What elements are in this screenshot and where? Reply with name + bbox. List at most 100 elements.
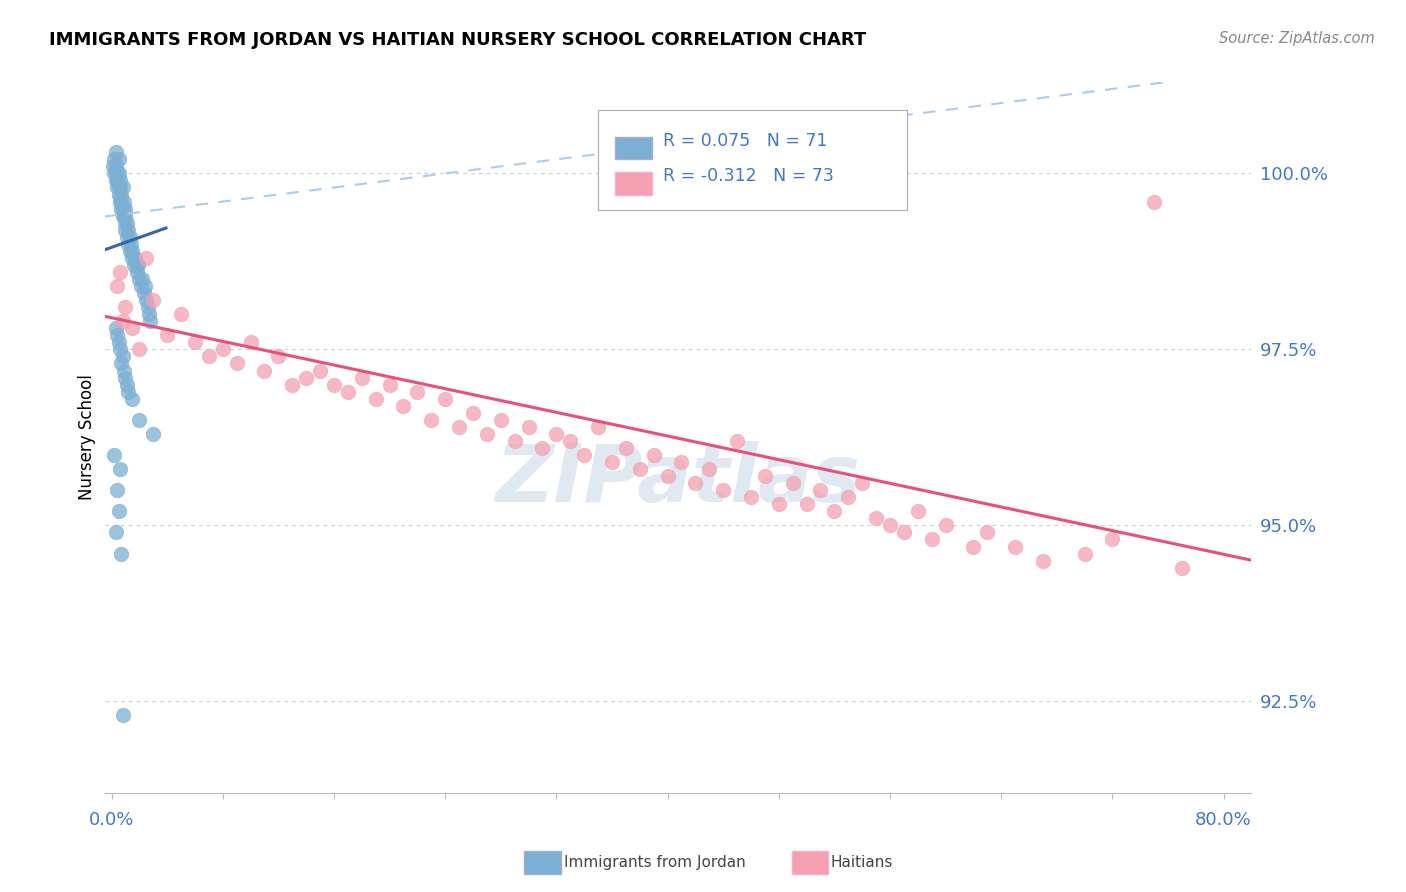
Point bbox=[134, 279, 156, 293]
Text: R = 0.075   N = 71: R = 0.075 N = 71 bbox=[664, 132, 828, 150]
Point bbox=[108, 343, 131, 357]
Point bbox=[124, 251, 146, 265]
Point bbox=[107, 180, 129, 194]
Point bbox=[110, 202, 132, 216]
Point bbox=[125, 265, 148, 279]
Point bbox=[671, 455, 693, 469]
Point bbox=[104, 321, 127, 335]
Point bbox=[560, 434, 582, 448]
Point bbox=[768, 497, 790, 511]
Point bbox=[170, 307, 193, 321]
Point bbox=[1171, 560, 1194, 574]
Point bbox=[907, 504, 929, 518]
Point bbox=[1101, 533, 1123, 547]
Point bbox=[111, 202, 134, 216]
Point bbox=[614, 441, 637, 455]
Point bbox=[420, 413, 443, 427]
Point bbox=[125, 258, 148, 272]
Point bbox=[142, 426, 165, 441]
Point bbox=[112, 209, 135, 223]
Point bbox=[406, 384, 429, 399]
Point bbox=[184, 335, 207, 350]
Point bbox=[657, 469, 679, 483]
Point bbox=[364, 392, 387, 406]
Point bbox=[129, 279, 152, 293]
Point bbox=[475, 426, 498, 441]
Point bbox=[120, 236, 142, 251]
Point bbox=[295, 370, 318, 384]
Point bbox=[135, 251, 157, 265]
FancyBboxPatch shape bbox=[598, 111, 907, 210]
Text: 0.0%: 0.0% bbox=[89, 811, 134, 829]
Point bbox=[921, 533, 943, 547]
Point bbox=[111, 209, 134, 223]
Point bbox=[110, 357, 132, 371]
Point bbox=[378, 377, 401, 392]
Point bbox=[121, 321, 143, 335]
Point bbox=[893, 525, 915, 540]
Point bbox=[323, 377, 346, 392]
Point bbox=[127, 258, 149, 272]
Point bbox=[104, 173, 127, 187]
Point bbox=[103, 166, 125, 180]
Point bbox=[128, 272, 150, 286]
Point bbox=[139, 314, 162, 328]
Point bbox=[350, 370, 373, 384]
Point bbox=[112, 194, 135, 209]
Point bbox=[107, 153, 129, 167]
Point bbox=[103, 448, 125, 462]
Text: 80.0%: 80.0% bbox=[1195, 811, 1251, 829]
Point bbox=[225, 357, 247, 371]
Point bbox=[115, 377, 138, 392]
Point bbox=[725, 434, 748, 448]
Point bbox=[796, 497, 818, 511]
Point bbox=[104, 145, 127, 160]
Point bbox=[685, 476, 707, 491]
Point bbox=[239, 335, 262, 350]
Point bbox=[489, 413, 512, 427]
FancyBboxPatch shape bbox=[614, 136, 651, 160]
Point bbox=[851, 476, 873, 491]
Point bbox=[600, 455, 623, 469]
Point bbox=[1073, 547, 1095, 561]
Point bbox=[110, 194, 132, 209]
Point bbox=[837, 490, 859, 504]
Point bbox=[711, 483, 734, 498]
Point bbox=[1143, 194, 1166, 209]
Point bbox=[267, 350, 290, 364]
Point bbox=[879, 518, 901, 533]
Point bbox=[111, 708, 134, 723]
Point bbox=[976, 525, 998, 540]
Point bbox=[121, 392, 143, 406]
Point bbox=[105, 279, 128, 293]
Point bbox=[117, 384, 139, 399]
Text: IMMIGRANTS FROM JORDAN VS HAITIAN NURSERY SCHOOL CORRELATION CHART: IMMIGRANTS FROM JORDAN VS HAITIAN NURSER… bbox=[49, 31, 866, 49]
Point bbox=[131, 272, 153, 286]
Point bbox=[697, 462, 720, 476]
Point bbox=[823, 504, 845, 518]
Point bbox=[643, 448, 665, 462]
Point bbox=[107, 187, 129, 202]
Point bbox=[1004, 540, 1026, 554]
Point bbox=[281, 377, 304, 392]
Point bbox=[110, 547, 132, 561]
Y-axis label: Nursery School: Nursery School bbox=[79, 375, 96, 500]
Point bbox=[586, 420, 609, 434]
Point bbox=[138, 307, 160, 321]
Point bbox=[114, 209, 136, 223]
Text: Haitians: Haitians bbox=[831, 855, 893, 870]
Point bbox=[132, 286, 155, 301]
Point bbox=[128, 343, 150, 357]
Point bbox=[122, 258, 145, 272]
Point bbox=[935, 518, 957, 533]
Point bbox=[810, 483, 832, 498]
Point bbox=[531, 441, 554, 455]
Point bbox=[336, 384, 359, 399]
Point bbox=[108, 462, 131, 476]
Point bbox=[105, 166, 128, 180]
Point bbox=[104, 525, 127, 540]
Point bbox=[110, 187, 132, 202]
Text: Immigrants from Jordan: Immigrants from Jordan bbox=[564, 855, 745, 870]
Point bbox=[108, 180, 131, 194]
Point bbox=[740, 490, 762, 504]
